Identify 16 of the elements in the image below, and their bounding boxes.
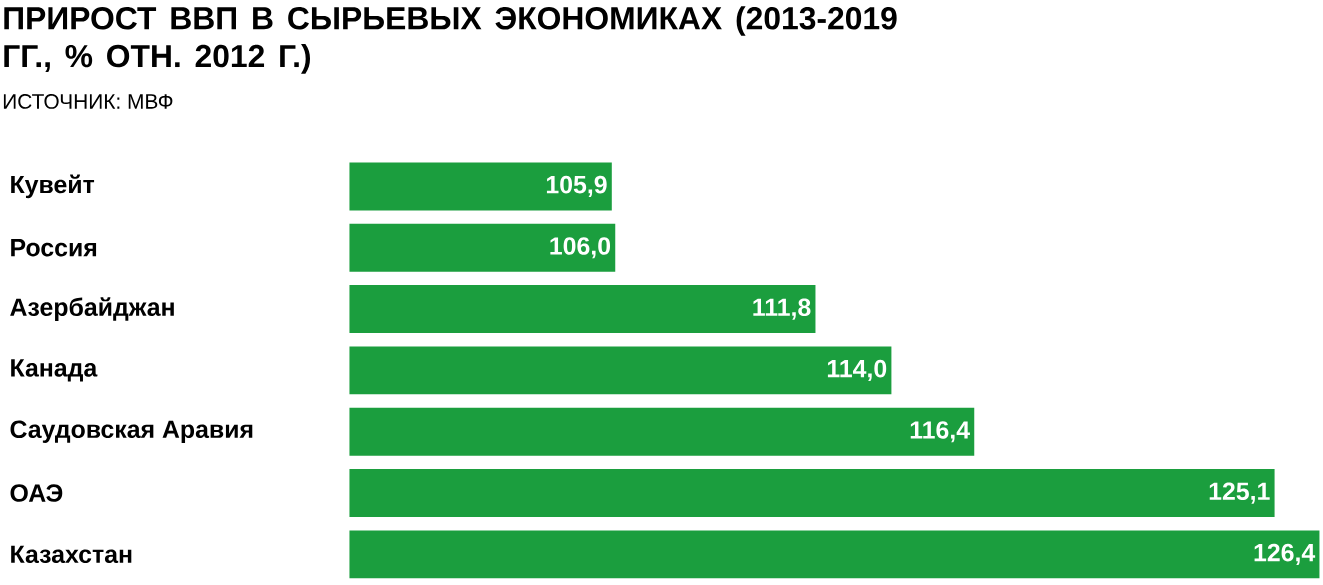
chart-title: ПРИРОСТ ВВП В СЫРЬЕВЫХ ЭКОНОМИКАХ (2013-2019 ГГ., % ОТН. 2012 Г.) <box>4 6 897 74</box>
data-label: 114,0 <box>827 359 887 381</box>
y-tick-label: Казахстан <box>11 545 132 564</box>
data-label: 106,0 <box>550 237 611 259</box>
data-label: 125,1 <box>1209 482 1270 504</box>
data-label: 116,4 <box>910 421 970 443</box>
y-tick-label: ОАЭ <box>10 484 63 502</box>
data-label: 111,8 <box>753 298 811 320</box>
y-tick-label: Саудовская Аравия <box>10 420 253 443</box>
text: ИСТОЧНИК: МВФ <box>3 94 173 109</box>
y-tick-label: Кувейт <box>11 174 95 199</box>
data-label: 105,9 <box>546 175 607 197</box>
y-tick-label: Россия <box>11 239 97 257</box>
y-tick-label: Азербайджан <box>10 297 174 321</box>
y-tick-label: Канада <box>11 359 98 382</box>
data-label: 126,4 <box>1254 543 1316 565</box>
